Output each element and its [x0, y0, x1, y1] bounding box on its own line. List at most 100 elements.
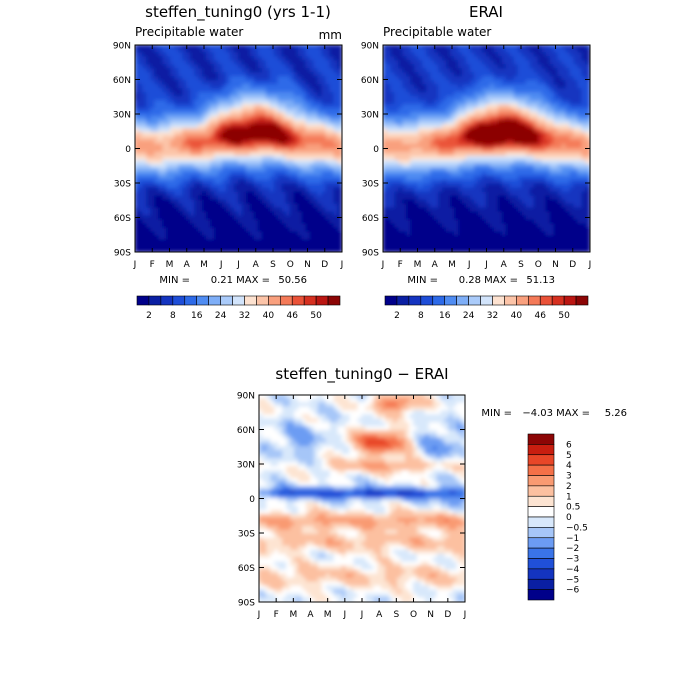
- heatmap-cell: [245, 231, 252, 237]
- heatmap-cell: [229, 88, 236, 94]
- heatmap-cell: [150, 235, 156, 241]
- heatmap-cell: [321, 64, 327, 70]
- heatmap-cell: [458, 135, 464, 142]
- heatmap-cell: [454, 64, 460, 70]
- heatmap-cell: [565, 48, 571, 54]
- heatmap-cell: [289, 84, 295, 90]
- heatmap-cell: [422, 128, 428, 134]
- heatmap-cell: [446, 56, 452, 62]
- heatmap-cell: [569, 191, 575, 197]
- heatmap-cell: [253, 76, 259, 82]
- heatmap-cell: [458, 96, 464, 102]
- heatmap-cell: [561, 116, 567, 122]
- heatmap-cell: [561, 147, 567, 154]
- heatmap-cell: [142, 80, 148, 86]
- heatmap-cell: [233, 88, 240, 94]
- heatmap-cell: [477, 147, 484, 154]
- heatmap-cell: [174, 116, 180, 122]
- heatmap-cell: [517, 159, 523, 166]
- heatmap-cell: [553, 92, 559, 98]
- heatmap-cell: [557, 135, 563, 142]
- heatmap-cell: [170, 135, 176, 142]
- heatmap-cell: [450, 64, 456, 70]
- heatmap-cell: [438, 179, 444, 185]
- heatmap-cell: [138, 203, 144, 209]
- heatmap-cell: [481, 76, 488, 82]
- heatmap-cell: [285, 235, 291, 241]
- heatmap-cell: [454, 120, 460, 126]
- heatmap-cell: [406, 120, 412, 126]
- heatmap-cell: [462, 139, 468, 146]
- heatmap-cell: [390, 92, 396, 98]
- heatmap-cell: [218, 147, 224, 154]
- heatmap-cell: [261, 183, 267, 189]
- heatmap-cell: [321, 84, 327, 90]
- heatmap-cell: [249, 143, 256, 150]
- heatmap-cell: [477, 191, 484, 197]
- heatmap-cell: [241, 116, 248, 122]
- heatmap-cell: [450, 100, 456, 106]
- heatmap-cell: [158, 116, 164, 122]
- heatmap-cell: [386, 76, 392, 82]
- heatmap-cell: [553, 139, 559, 146]
- heatmap-cell: [214, 76, 220, 82]
- heatmap-cell: [577, 108, 583, 114]
- heatmap-cell: [426, 199, 432, 205]
- heatmap-cell: [513, 135, 519, 142]
- heatmap-cell: [501, 120, 507, 126]
- heatmap-cell: [386, 183, 392, 189]
- heatmap-cell: [505, 143, 511, 150]
- heatmap-cell: [162, 120, 168, 126]
- heatmap-cell: [422, 92, 428, 98]
- heatmap-cell: [166, 88, 172, 94]
- heatmap-cell: [309, 112, 315, 118]
- heatmap-cell: [218, 179, 224, 185]
- heatmap-cell: [170, 45, 176, 50]
- heatmap-cell: [135, 120, 140, 126]
- heatmap-cell: [493, 128, 500, 134]
- heatmap-cell: [277, 203, 283, 209]
- heatmap-cell: [573, 195, 579, 201]
- heatmap-cell: [549, 120, 555, 126]
- heatmap-cell: [549, 199, 555, 205]
- heatmap-cell: [249, 191, 256, 197]
- heatmap-cell: [442, 100, 448, 106]
- heatmap-cell: [573, 151, 579, 158]
- heatmap-cell: [561, 155, 567, 162]
- heatmap-cell: [178, 108, 184, 114]
- heatmap-cell: [190, 100, 196, 106]
- heatmap-cell: [438, 195, 444, 201]
- heatmap-cell: [285, 84, 291, 90]
- heatmap-cell: [135, 243, 140, 249]
- heatmap-cell: [325, 64, 331, 70]
- heatmap-cell: [162, 92, 168, 98]
- heatmap-cell: [313, 135, 319, 142]
- heatmap-cell: [135, 88, 140, 94]
- heatmap-cell: [206, 183, 212, 189]
- heatmap-cell: [446, 52, 452, 58]
- heatmap-cell: [309, 159, 315, 166]
- heatmap-cell: [265, 187, 271, 193]
- heatmap-cell: [402, 45, 408, 50]
- heatmap-cell: [221, 183, 228, 189]
- heatmap-cell: [135, 215, 140, 221]
- heatmap-cell: [557, 147, 563, 154]
- heatmap-cell: [277, 207, 283, 213]
- x-tick-label: M: [200, 260, 208, 270]
- heatmap-cell: [541, 195, 547, 201]
- heatmap-cell: [541, 45, 547, 50]
- heatmap-cell: [458, 64, 464, 70]
- heatmap-cell: [525, 76, 531, 82]
- heatmap-cell: [142, 187, 148, 193]
- heatmap-cell: [301, 231, 307, 237]
- heatmap-cell: [585, 124, 590, 130]
- heatmap-cell: [305, 179, 311, 185]
- colorbar-swatch: [303, 295, 317, 306]
- heatmap-cell: [221, 76, 228, 82]
- heatmap-cell: [493, 72, 500, 78]
- heatmap-cell: [473, 139, 480, 146]
- heatmap-cell: [249, 124, 256, 130]
- heatmap-cell: [225, 223, 232, 229]
- heatmap-cell: [142, 203, 148, 209]
- heatmap-cell: [529, 56, 535, 62]
